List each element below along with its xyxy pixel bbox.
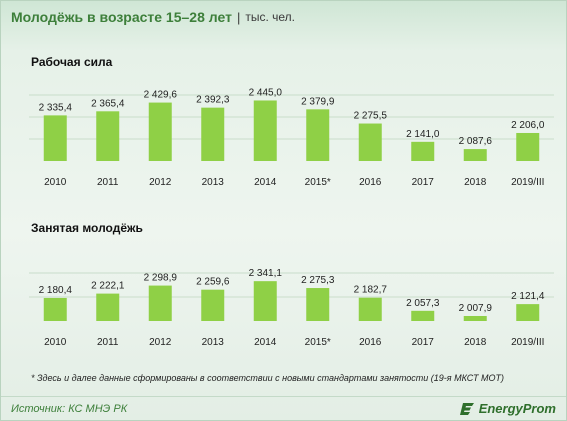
data-label: 2 007,9 <box>459 303 493 314</box>
data-label: 2 445,0 <box>249 87 283 98</box>
bar <box>253 281 277 321</box>
bar <box>463 149 487 161</box>
data-label: 2 222,1 <box>91 281 125 292</box>
data-label: 2 087,6 <box>459 136 493 147</box>
x-tick-label: 2019/III <box>511 337 544 348</box>
energyprom-logo-icon <box>459 402 474 415</box>
source-label: Источник: КС МНЭ РК <box>11 403 128 415</box>
bar <box>516 132 540 161</box>
x-tick-label: 2010 <box>44 337 67 348</box>
x-tick-label: 2016 <box>359 337 382 348</box>
header: Молодёжь в возрасте 15–28 лет | тыс. чел… <box>1 1 566 33</box>
data-label: 2 182,7 <box>354 285 388 296</box>
bar <box>96 293 120 321</box>
bar <box>148 285 172 321</box>
bar <box>201 107 225 161</box>
x-tick-label: 2011 <box>97 337 119 348</box>
bar <box>43 115 67 161</box>
data-label: 2 392,3 <box>196 95 230 106</box>
bar <box>148 102 172 161</box>
x-tick-label: 2015* <box>305 337 331 348</box>
data-label: 2 206,0 <box>511 120 545 131</box>
x-tick-label: 2017 <box>412 177 435 188</box>
data-label: 2 275,3 <box>301 275 335 286</box>
x-tick-label: 2018 <box>464 337 487 348</box>
chart-1-title: Рабочая сила <box>31 55 113 69</box>
data-label: 2 365,4 <box>91 98 125 109</box>
logo: EnergyProm <box>459 401 556 416</box>
data-label: 2 121,4 <box>511 291 545 302</box>
bar <box>306 288 330 321</box>
bar <box>358 297 382 321</box>
x-tick-label: 2013 <box>202 177 225 188</box>
data-label: 2 335,4 <box>39 102 73 113</box>
x-tick-label: 2016 <box>359 177 382 188</box>
footnote: * Здесь и далее данные сформированы в со… <box>31 373 504 383</box>
footer: Источник: КС МНЭ РК EnergyProm <box>1 396 566 421</box>
data-label: 2 298,9 <box>144 273 178 284</box>
page-title: Молодёжь в возрасте 15–28 лет <box>11 9 232 25</box>
x-tick-label: 2018 <box>464 177 487 188</box>
x-tick-label: 2019/III <box>511 177 544 188</box>
chart-2-title: Занятая молодёжь <box>31 221 143 235</box>
x-tick-label: 2012 <box>149 177 172 188</box>
data-label: 2 259,6 <box>196 277 230 288</box>
x-tick-label: 2015* <box>305 177 331 188</box>
data-label: 2 057,3 <box>406 298 440 309</box>
x-tick-label: 2014 <box>254 337 277 348</box>
bar <box>358 123 382 161</box>
bar <box>411 310 435 321</box>
x-tick-label: 2012 <box>149 337 172 348</box>
title-separator: | <box>236 9 241 25</box>
x-tick-label: 2014 <box>254 177 277 188</box>
labor-force-chart: 2 335,4 2010 2 365,4 2011 2 429,6 2012 2 392,3… <box>29 87 554 188</box>
x-tick-label: 2013 <box>202 337 225 348</box>
data-label: 2 275,5 <box>354 111 388 122</box>
x-tick-label: 2011 <box>97 177 119 188</box>
bar <box>463 315 487 321</box>
x-tick-label: 2010 <box>44 177 67 188</box>
unit-label: тыс. чел. <box>245 10 295 24</box>
bar <box>96 111 120 161</box>
data-label: 2 141,0 <box>406 129 440 140</box>
data-label: 2 379,9 <box>301 96 335 107</box>
employed-youth-chart: 2 180,4 2010 2 222,1 2011 2 298,9 2012 2 259,6… <box>29 268 554 348</box>
bar <box>253 100 277 161</box>
bar <box>201 289 225 321</box>
x-tick-label: 2017 <box>412 337 435 348</box>
bar <box>306 109 330 161</box>
bar <box>516 304 540 321</box>
data-label: 2 341,1 <box>249 268 283 279</box>
data-label: 2 180,4 <box>39 285 73 296</box>
bar <box>43 297 67 321</box>
logo-text: EnergyProm <box>478 401 556 416</box>
bar <box>411 141 435 161</box>
data-label: 2 429,6 <box>144 90 178 101</box>
